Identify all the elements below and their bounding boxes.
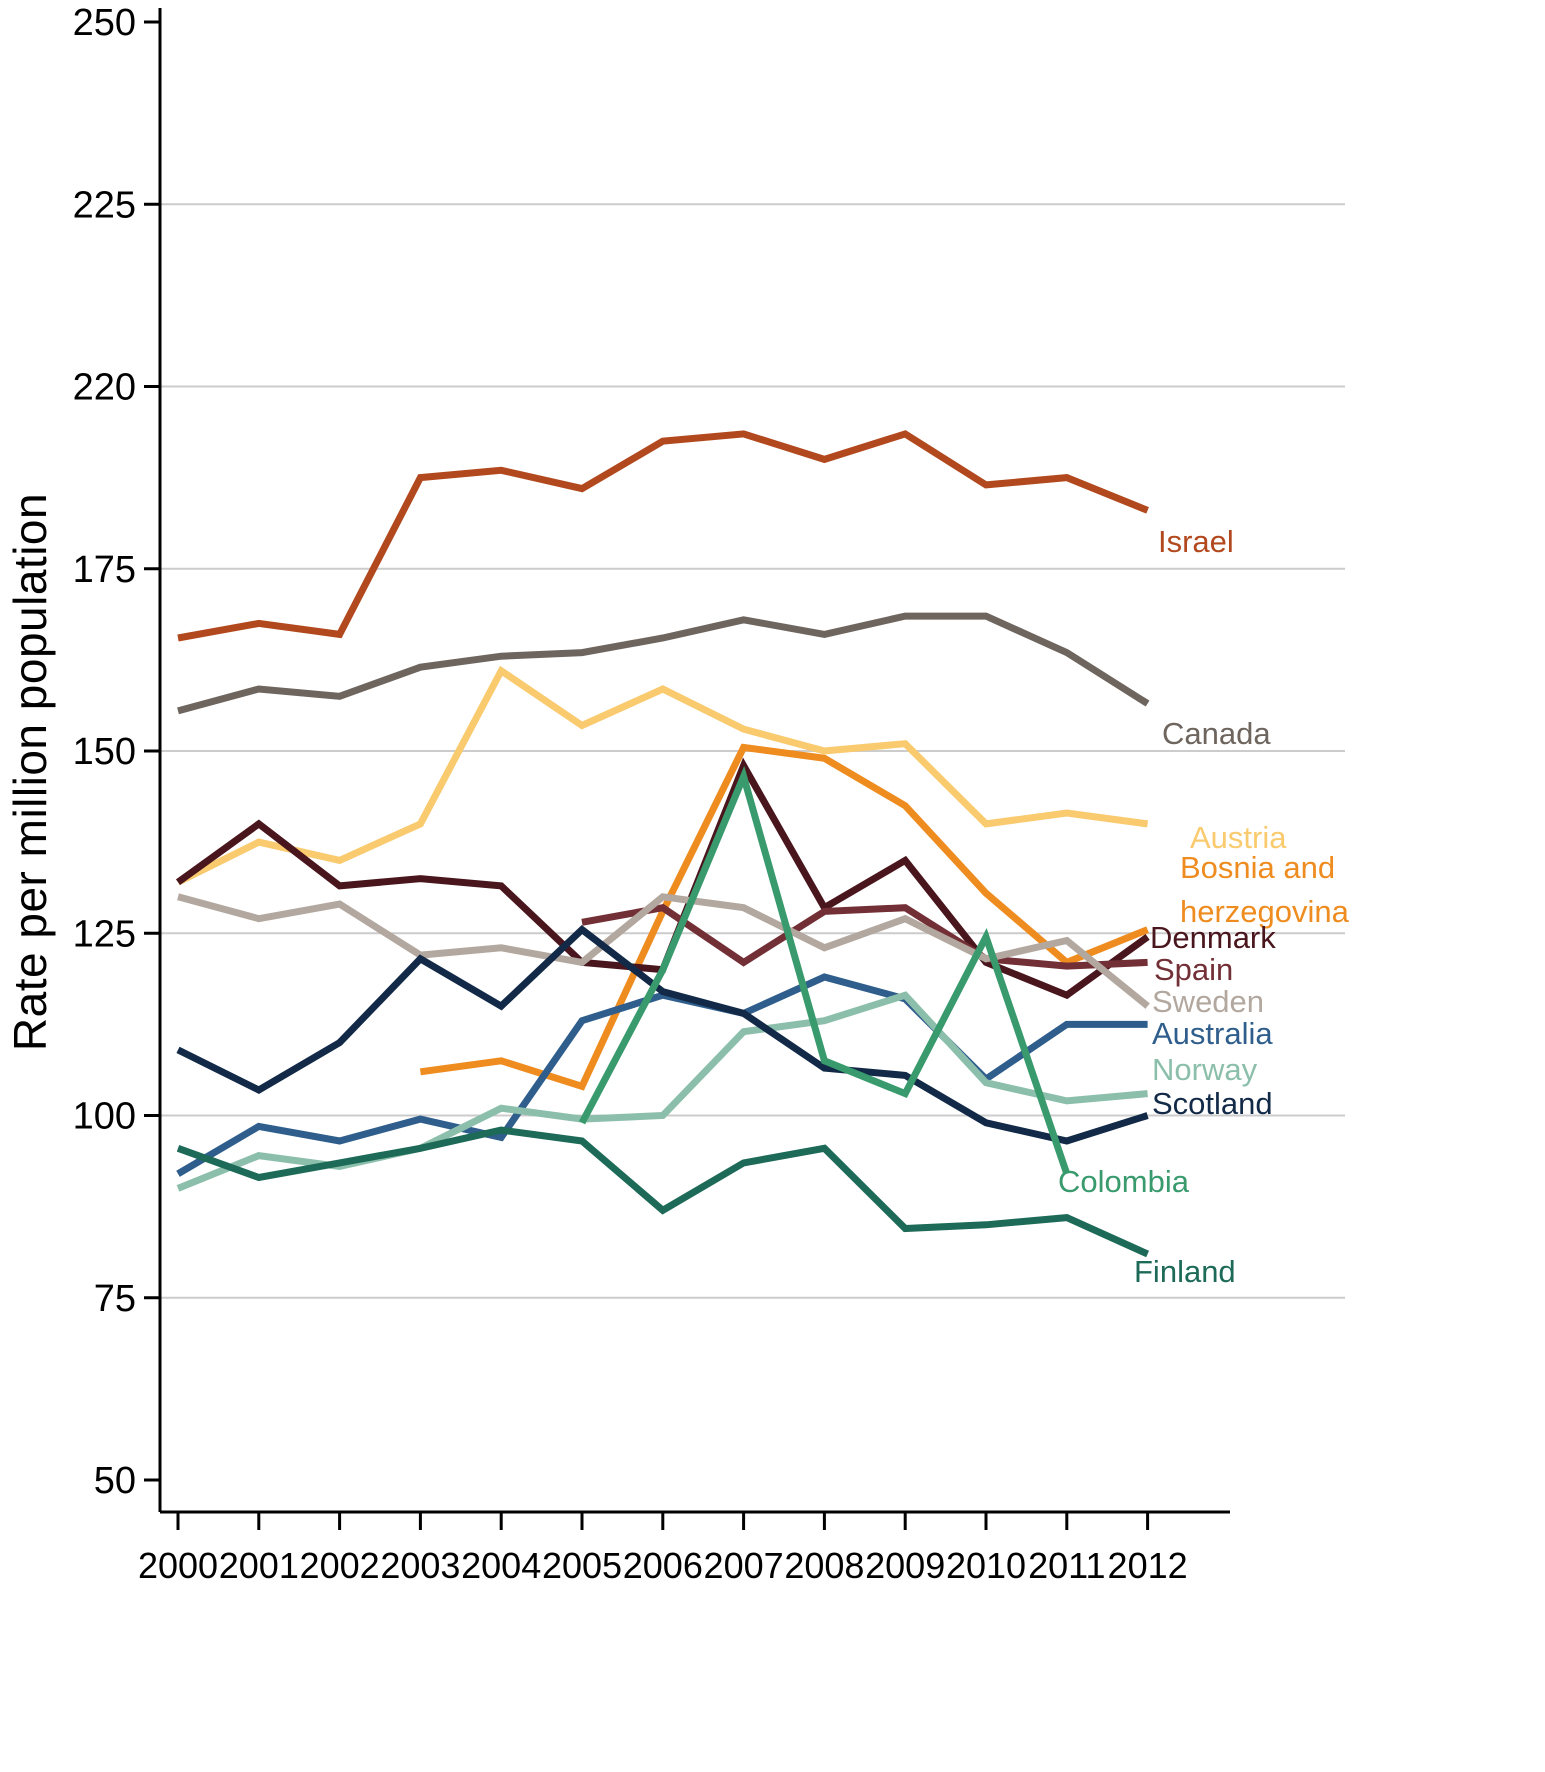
x-tick-label: 2000	[138, 1545, 218, 1586]
y-tick-label: 75	[94, 1278, 136, 1320]
series-line-scotland	[176, 925, 1149, 1145]
y-tick-label: 250	[73, 2, 136, 44]
x-tick-label: 2012	[1108, 1545, 1188, 1586]
series-line-israel	[177, 430, 1149, 642]
x-tick-label: 2009	[865, 1545, 945, 1586]
x-tick-label: 2004	[461, 1545, 541, 1586]
x-tick-label: 2005	[542, 1545, 622, 1586]
series-label-finland: Finland	[1134, 1254, 1236, 1289]
y-tick-label: 125	[73, 913, 136, 955]
series-label-canada: Canada	[1162, 716, 1271, 751]
x-tick-label: 2006	[623, 1545, 703, 1586]
series-label-spain: Spain	[1154, 952, 1233, 987]
series-label-bosnia-and-herzegovina: Bosnia and herzegovina	[1180, 850, 1350, 929]
series-label-australia: Australia	[1152, 1016, 1273, 1051]
series-line-spain	[581, 904, 1148, 970]
y-tick-label: 100	[73, 1096, 136, 1138]
y-axis-title: Rate per million population	[4, 492, 56, 1052]
x-tick-label: 2002	[300, 1545, 380, 1586]
series-label-norway: Norway	[1152, 1052, 1258, 1087]
y-tick-label: 50	[94, 1460, 136, 1502]
series-line-finland	[176, 1126, 1150, 1258]
y-tick-label: 175	[73, 549, 136, 591]
series-label-denmark: Denmark	[1150, 920, 1276, 955]
series-line-australia	[176, 973, 1148, 1177]
x-tick-label: 2007	[704, 1545, 784, 1586]
x-tick-label: 2003	[380, 1545, 460, 1586]
x-tick-label: 2010	[946, 1545, 1026, 1586]
series-label-austria: Austria	[1190, 820, 1287, 855]
x-tick-label: 2011	[1028, 1545, 1105, 1586]
series-line-austria	[176, 665, 1149, 886]
x-tick-label: 2001	[219, 1545, 299, 1586]
series-line-norway	[176, 991, 1148, 1192]
series-line-colombia	[578, 765, 1071, 1175]
series-label-israel: Israel	[1158, 524, 1234, 559]
x-tick-label: 2008	[784, 1545, 864, 1586]
series-label-scotland: Scotland	[1152, 1086, 1273, 1121]
series-line-sweden	[177, 893, 1150, 1009]
series-line-canada	[177, 612, 1150, 715]
series-label-sweden: Sweden	[1152, 984, 1264, 1019]
y-tick-label: 225	[73, 184, 136, 226]
y-tick-label: 220	[73, 367, 136, 409]
series-label-colombia: Colombia	[1058, 1164, 1190, 1199]
y-tick-label: 150	[73, 731, 136, 773]
